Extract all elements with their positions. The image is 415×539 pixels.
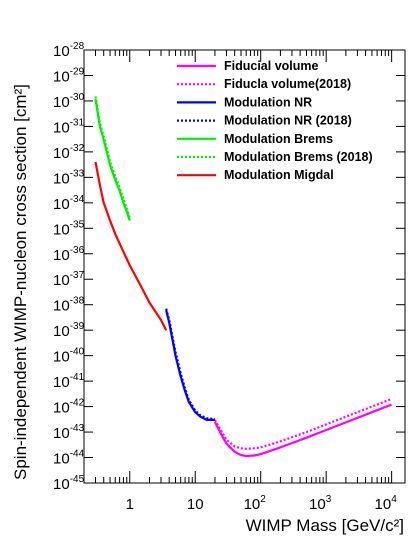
y-tick-label: 10-31: [53, 117, 85, 136]
x-tick-label: 103: [309, 494, 332, 513]
x-tick-label: 10: [187, 496, 204, 513]
legend-label-5: Modulation Brems (2018): [224, 150, 373, 164]
y-tick-label: 10-32: [53, 143, 85, 162]
series-line-1: [213, 397, 393, 450]
x-tick-label: 102: [244, 494, 267, 513]
y-tick-label: 10-29: [53, 66, 85, 85]
y-tick-label: 10-37: [53, 270, 85, 289]
series-lines: [94, 96, 393, 458]
x-tick-label: 1: [126, 496, 134, 513]
legend-label-0: Fiducial volume: [224, 59, 319, 73]
legend-label-1: Fiducla volume(2018): [224, 77, 351, 91]
y-tick-label: 10-38: [53, 296, 85, 315]
legend-label-2: Modulation NR: [224, 95, 312, 109]
y-tick-label: 10-34: [53, 194, 85, 213]
series-line-2: [165, 310, 215, 421]
tick-labels: 1 10 102 103 104 10-28 10-29 10-30 10-31 10-32 10-…: [53, 41, 397, 513]
series-line-3: [165, 308, 216, 421]
series-line-4: [94, 98, 131, 221]
legend-label-6: Modulation Migdal: [224, 168, 334, 182]
y-tick-label: 10-45: [53, 474, 85, 493]
legend: Fiducial volume Fiducla volume(2018) Modul…: [177, 59, 373, 182]
series-line-0: [213, 403, 392, 458]
legend-label-4: Modulation Brems: [224, 132, 333, 146]
y-tick-label: 10-43: [53, 423, 85, 442]
plot-frame: [83, 49, 406, 484]
y-tick-label: 10-35: [53, 219, 85, 238]
y-axis-title: Spin-independent WIMP-nucleon cross sect…: [11, 84, 30, 480]
x-axis-title: WIMP Mass [GeV/c²]: [246, 516, 404, 535]
y-tick-label: 10-40: [53, 347, 85, 366]
y-tick-label: 10-33: [53, 168, 85, 187]
axis-ticks: [83, 49, 405, 484]
legend-label-3: Modulation NR (2018): [224, 114, 352, 128]
y-tick-label: 10-30: [53, 92, 85, 111]
y-tick-label: 10-36: [53, 245, 85, 264]
series-line-6: [94, 161, 168, 331]
y-tick-label: 10-39: [53, 321, 85, 340]
y-tick-label: 10-41: [53, 372, 85, 391]
y-tick-label: 10-42: [53, 398, 85, 417]
x-tick-label: 104: [375, 494, 398, 513]
y-tick-label: 10-28: [53, 41, 85, 60]
y-tick-label: 10-44: [53, 449, 85, 468]
series-line-5: [94, 96, 131, 219]
